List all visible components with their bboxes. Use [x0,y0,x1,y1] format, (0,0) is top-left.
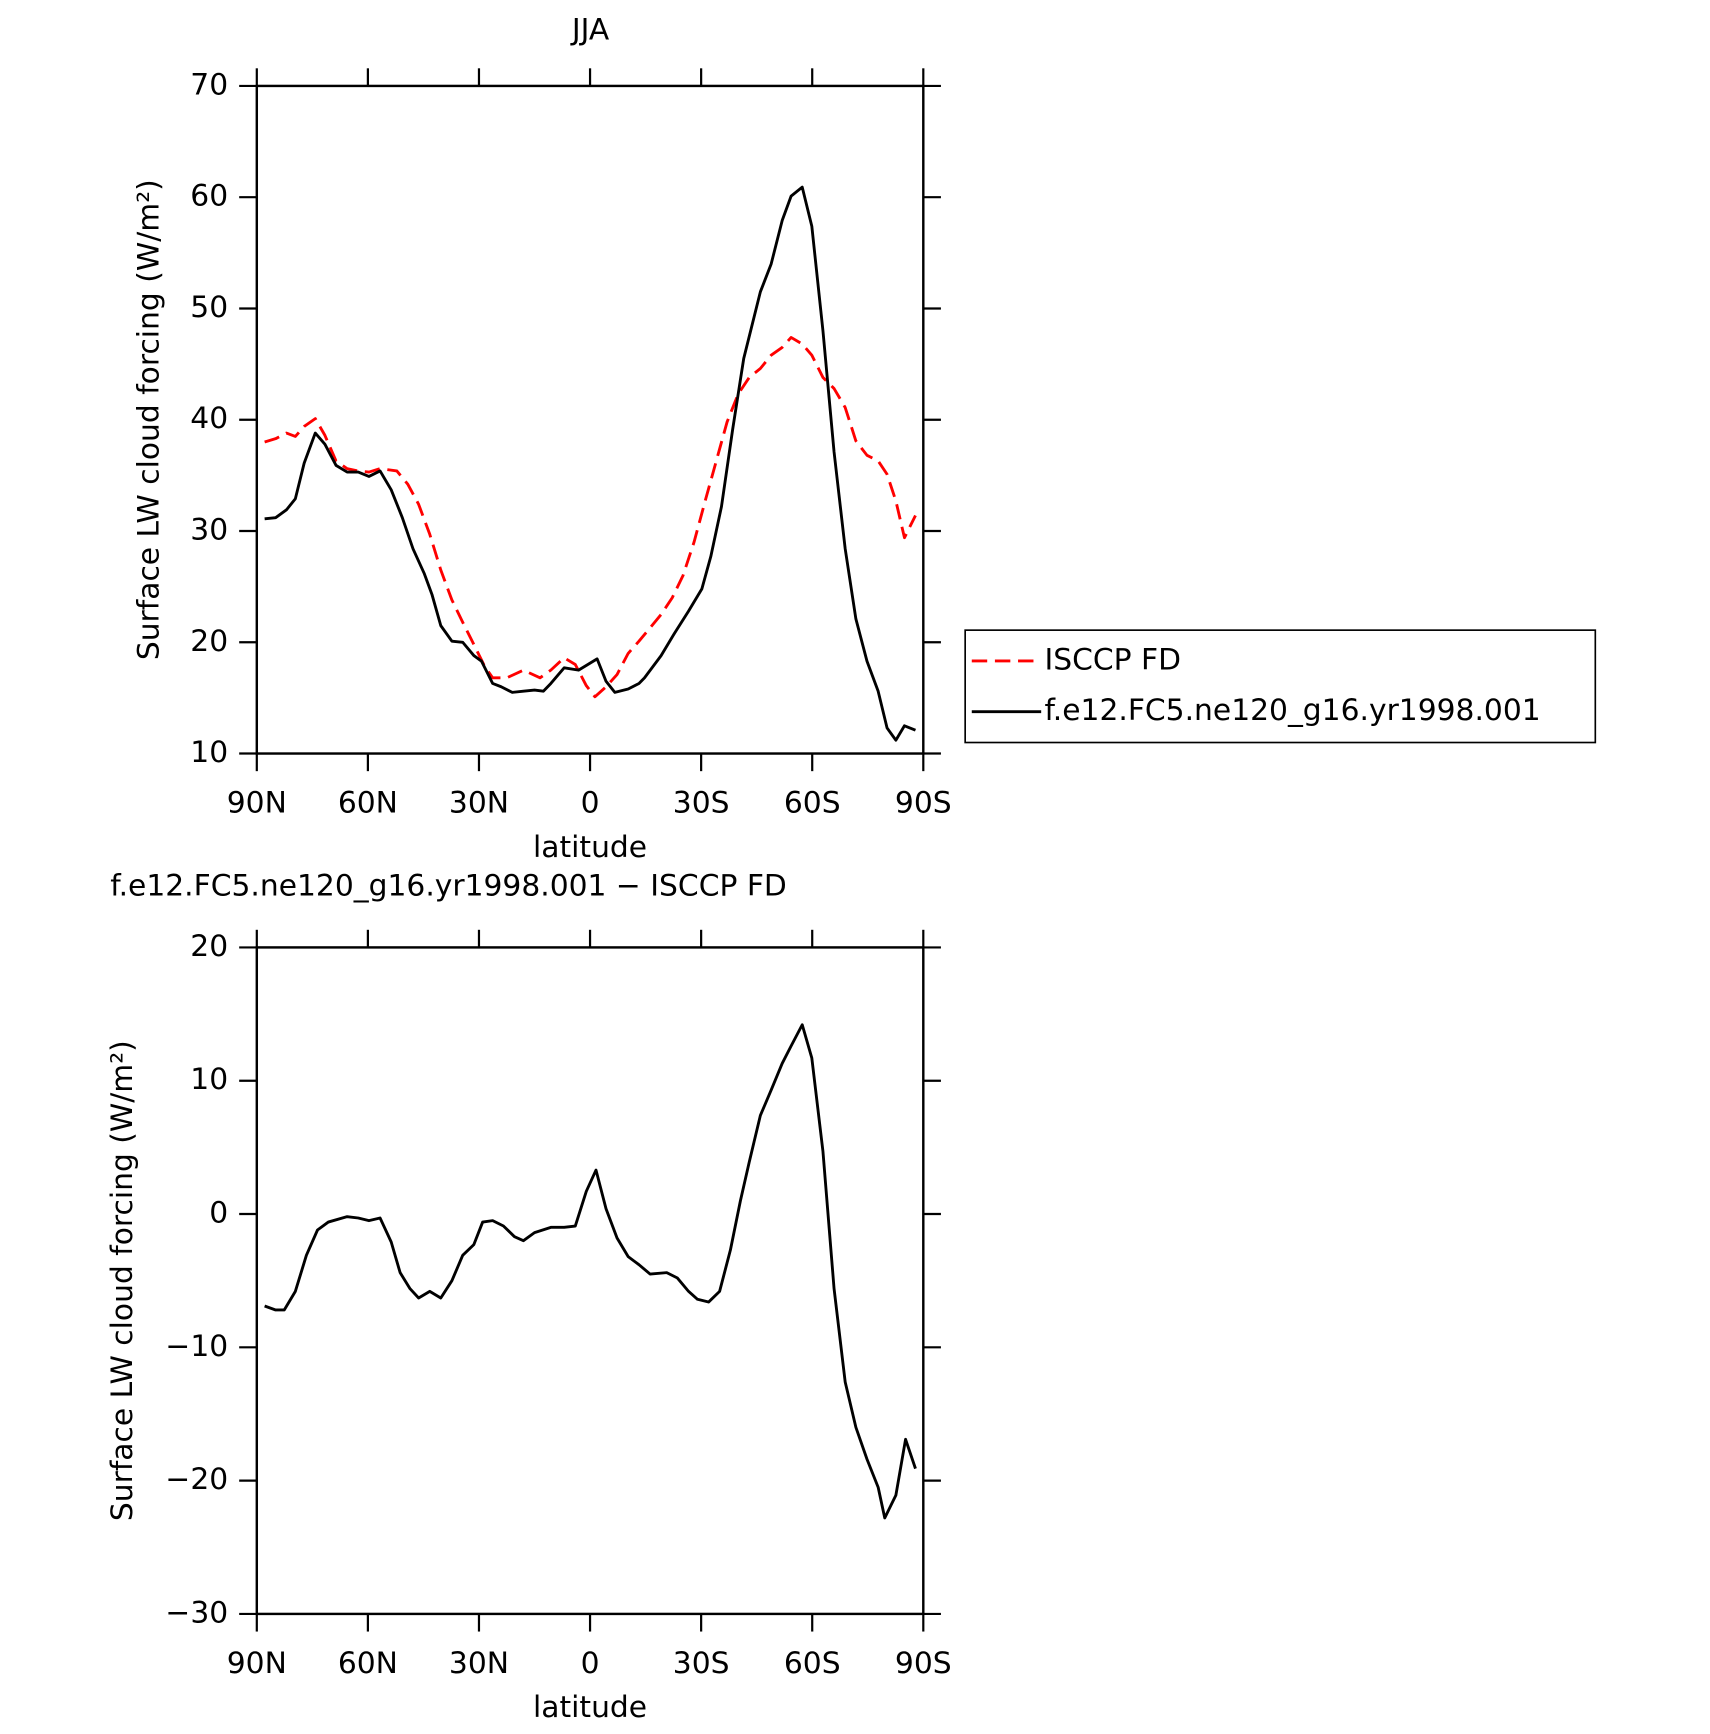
y-tick-label: −10 [165,1329,228,1364]
series-line [264,1023,917,1520]
x-tick-label: 30N [449,786,509,821]
series-line [264,336,917,699]
x-tick-label: 30S [673,1646,730,1681]
x-tick-label: 90S [895,786,952,821]
x-axis-label: latitude [533,830,647,865]
x-tick-label: 60S [784,786,841,821]
x-tick-label: 90N [227,1646,287,1681]
legend-box [964,629,1597,744]
y-tick-label: 20 [190,929,228,964]
x-tick-label: 90S [895,1646,952,1681]
y-axis-label: Surface LW cloud forcing (W/m²) [105,1040,140,1521]
y-tick-label: 10 [190,735,228,770]
y-tick-label: 20 [190,624,228,659]
legend-label: f.e12.FC5.ne120_g16.yr1998.001 [1044,693,1540,728]
y-tick-label: 70 [190,67,228,102]
y-tick-label: 0 [209,1196,228,1231]
y-axis-label: Surface LW cloud forcing (W/m²) [131,179,166,660]
x-tick-label: 30N [449,1646,509,1681]
legend-label: ISCCP FD [1044,642,1181,677]
plot-frame [255,946,925,1616]
plot-frame [255,84,925,755]
series-line [264,185,917,742]
x-axis-label: latitude [533,1690,647,1725]
y-tick-label: 50 [190,290,228,325]
y-tick-label: −30 [165,1595,228,1630]
y-tick-label: 60 [190,179,228,214]
y-tick-label: −20 [165,1462,228,1497]
y-tick-label: 40 [190,401,228,436]
x-tick-label: 90N [227,786,287,821]
x-tick-label: 60N [338,786,398,821]
y-tick-label: 30 [190,512,228,547]
x-tick-label: 0 [581,786,600,821]
x-tick-label: 0 [581,1646,600,1681]
y-tick-label: 10 [190,1062,228,1097]
chart-title: f.e12.FC5.ne120_g16.yr1998.001 − ISCCP F… [110,868,787,903]
x-tick-label: 60S [784,1646,841,1681]
x-tick-label: 60N [338,1646,398,1681]
chart-title: JJA [570,12,610,47]
x-tick-label: 30S [673,786,730,821]
